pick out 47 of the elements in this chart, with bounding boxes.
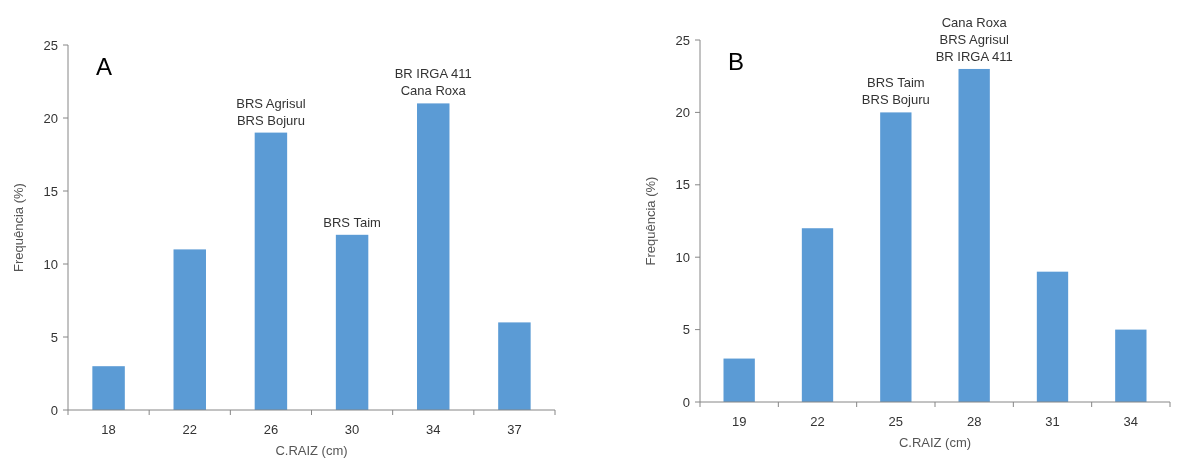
bar (173, 249, 206, 410)
x-tick-label: 19 (731, 414, 747, 429)
y-tick-label: 15 (675, 177, 690, 193)
x-tick-label: 18 (101, 422, 116, 437)
annotation: BRS Taim BRS Bojuru (861, 75, 930, 108)
y-tick-label: 5 (682, 322, 690, 338)
y-tick-label: 10 (43, 256, 58, 272)
bar (92, 366, 125, 410)
y-tick-label: 0 (682, 394, 690, 410)
y-tick-label: 5 (50, 329, 58, 345)
y-axis-title: Frequência (%) (643, 176, 658, 266)
bar (723, 358, 755, 402)
y-tick-label: 20 (675, 104, 690, 120)
annotation: BRS Agrisul BRS Bojuru (236, 95, 306, 128)
x-axis-title: C.RAIZ (cm) (898, 435, 972, 450)
x-tick-label: 30 (344, 422, 360, 437)
y-axis-title: Frequência (%) (11, 183, 26, 272)
x-tick-label: 26 (263, 422, 279, 437)
y-tick-label: 15 (43, 183, 58, 199)
y-tick-label: 25 (43, 37, 58, 53)
y-tick-label: 20 (43, 110, 58, 126)
x-tick-label: 34 (426, 422, 441, 437)
annotation: BRS Taim (323, 214, 381, 230)
bar (1115, 329, 1147, 402)
bar (958, 68, 990, 402)
annotation: BR IRGA 411 Cana Roxa (394, 66, 472, 99)
bar (417, 103, 450, 410)
x-tick-label: 25 (888, 414, 904, 429)
y-tick-label: 25 (675, 32, 690, 48)
x-tick-label: 31 (1045, 414, 1060, 429)
x-tick-label: 22 (182, 422, 197, 437)
chart-title: B (728, 48, 745, 75)
x-tick-label: 34 (1123, 414, 1139, 429)
x-tick-label: 22 (810, 414, 825, 429)
bar (498, 322, 531, 410)
annotation: Cana Roxa BRS Agrisul BR IRGA 411 (935, 14, 1013, 64)
y-tick-label: 10 (675, 249, 690, 265)
bar (254, 132, 288, 410)
chart-title: A (96, 53, 113, 80)
bar (1036, 271, 1069, 402)
bar (880, 112, 912, 402)
x-tick-label: 37 (507, 422, 522, 437)
x-axis-title: C.RAIZ (cm) (275, 443, 348, 458)
bar (335, 234, 369, 410)
bar (801, 228, 834, 402)
y-tick-label: 0 (50, 402, 58, 418)
x-tick-label: 28 (966, 414, 982, 429)
